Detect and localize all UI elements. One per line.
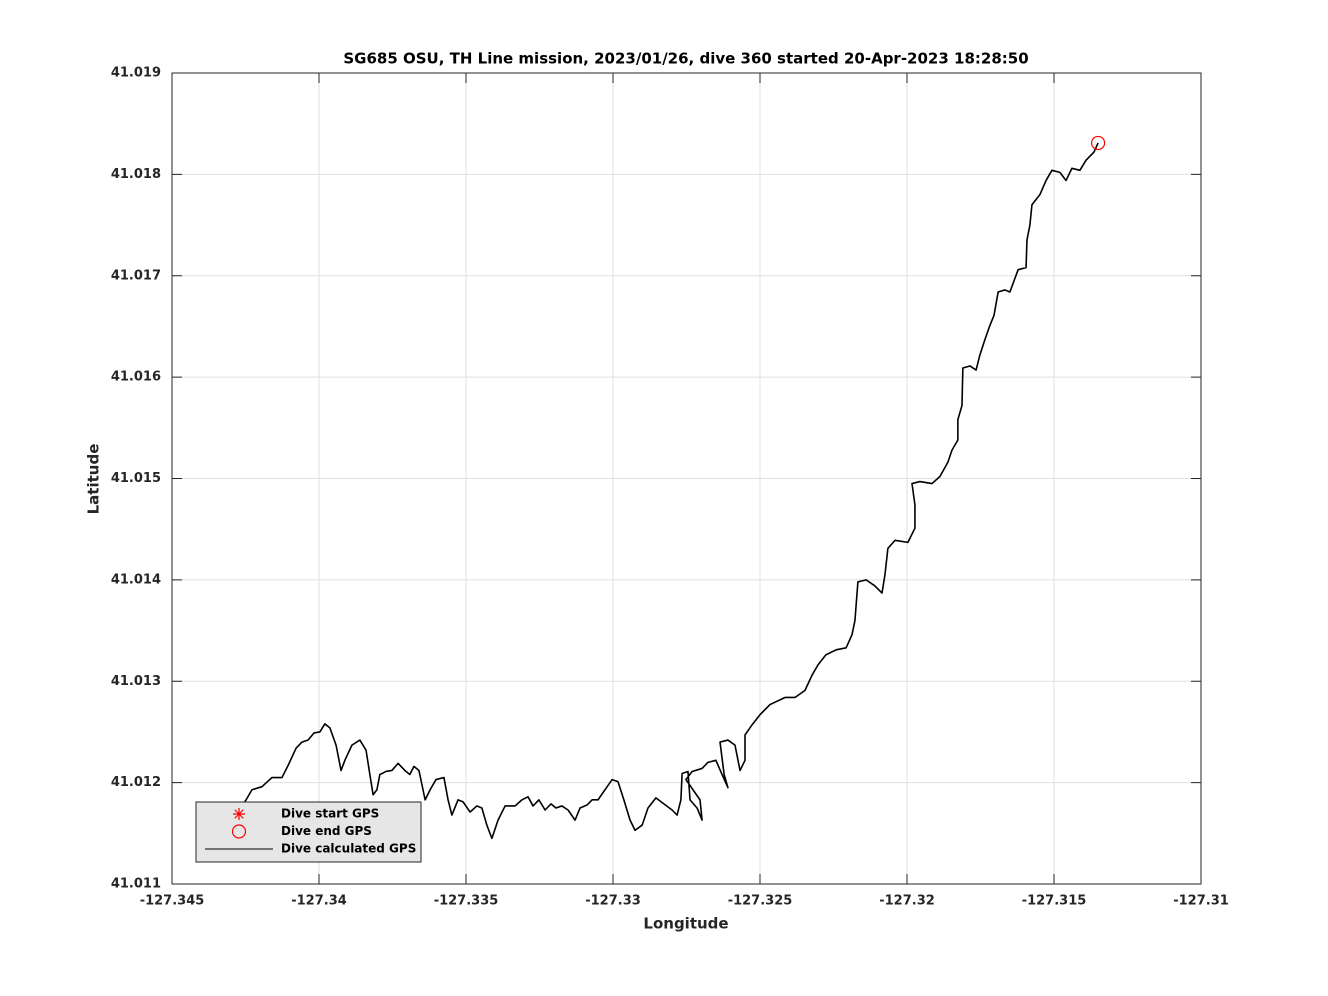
x-tick-label: -127.315 bbox=[1022, 894, 1087, 909]
y-tick-label: 41.017 bbox=[111, 268, 161, 283]
legend-swatch bbox=[231, 824, 247, 839]
gps-marker bbox=[1090, 135, 1106, 151]
x-tick-label: -127.31 bbox=[1173, 894, 1229, 909]
axes-box bbox=[171, 72, 1202, 885]
x-tick-label: -127.32 bbox=[879, 894, 935, 909]
legend-label: Dive start GPS bbox=[281, 807, 379, 821]
y-tick-label: 41.011 bbox=[111, 877, 161, 892]
y-tick-label: 41.014 bbox=[111, 572, 161, 587]
legend-label: Dive end GPS bbox=[281, 824, 372, 838]
legend-swatch bbox=[233, 808, 245, 820]
x-tick-label: -127.345 bbox=[140, 894, 205, 909]
track-line bbox=[202, 142, 1099, 851]
x-axis-label: Longitude bbox=[643, 915, 728, 933]
legend-label: Dive calculated GPS bbox=[281, 842, 416, 856]
y-tick-label: 41.015 bbox=[111, 471, 161, 486]
x-tick-label: -127.325 bbox=[728, 894, 793, 909]
x-tick-label: -127.33 bbox=[585, 894, 641, 909]
y-tick-label: 41.013 bbox=[111, 674, 161, 689]
y-tick-label: 41.018 bbox=[111, 167, 161, 182]
y-tick-label: 41.016 bbox=[111, 370, 161, 385]
x-tick-label: -127.34 bbox=[291, 894, 347, 909]
y-tick-label: 41.019 bbox=[111, 66, 161, 81]
chart-title: SG685 OSU, TH Line mission, 2023/01/26, … bbox=[343, 50, 1028, 68]
legend: Dive start GPS Dive end GPS Dive calculate… bbox=[195, 801, 422, 863]
legend-box bbox=[195, 801, 422, 863]
x-tick-label: -127.335 bbox=[434, 894, 499, 909]
y-axis-label: Latitude bbox=[85, 444, 103, 515]
y-tick-label: 41.012 bbox=[111, 775, 161, 790]
